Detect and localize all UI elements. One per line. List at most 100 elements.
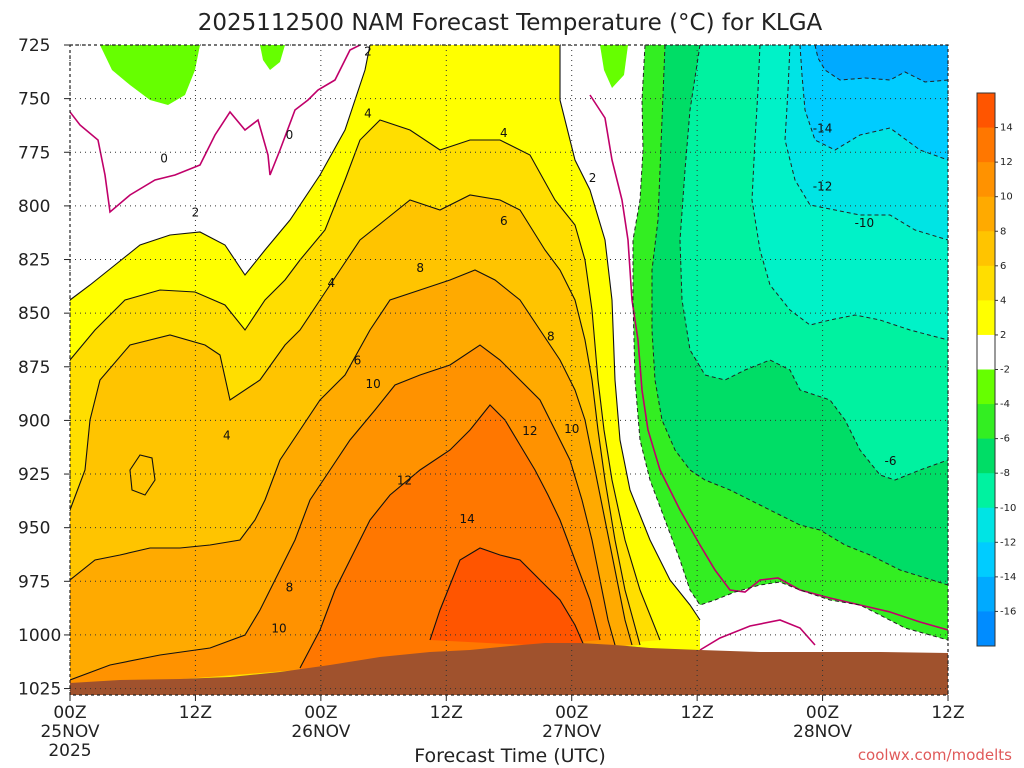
contour-label: -14: [813, 122, 833, 136]
contour-pos-10: [70, 344, 616, 681]
colorbar-label: 4: [1000, 295, 1006, 306]
contour-label: 4: [364, 107, 372, 121]
x-axis-label: Forecast Time (UTC): [414, 745, 605, 767]
y-tick-label: 1025: [18, 680, 61, 700]
colorbar-label: -6: [1000, 434, 1010, 445]
contour-zero-line-2: [589, 94, 948, 631]
colorbar: 14 12 10 8 6 4 2 -2 -4 -6 -8 -10 -12 -14 -16: [976, 92, 1016, 647]
colorbar-swatch: [977, 127, 995, 163]
terrain-below-ground: [70, 643, 948, 695]
contour-neg-14: [814, 45, 948, 83]
source-credit: coolwx.com/modelts: [858, 746, 1012, 764]
y-tick-label: 800: [18, 197, 50, 217]
colorbar-swatch: [977, 369, 995, 405]
contour-label: 6: [354, 353, 362, 367]
contour-neg-6: [679, 45, 948, 481]
contour-label: 2: [364, 44, 372, 58]
y-tick-label: 750: [18, 90, 50, 110]
x-tick-label: 12Z: [179, 703, 212, 723]
x-tick-label: 00Z: [555, 703, 588, 723]
contour-label: 8: [547, 330, 555, 344]
contour-label: 6: [500, 214, 508, 228]
x-tick-label: 12Z: [931, 703, 964, 723]
x-tick-date: 28NOV: [793, 722, 852, 742]
x-tick-label: 12Z: [430, 703, 463, 723]
x-tick-date: 25NOV: [40, 722, 99, 742]
colorbar-swatch: [977, 162, 995, 198]
contour-label: 2: [589, 171, 597, 185]
region-cold-pocket-2: [260, 45, 285, 70]
contour-pos-8: [70, 269, 633, 646]
y-tick-label: 775: [18, 143, 50, 163]
y-tick-label: 975: [18, 572, 50, 592]
contour-label: 12: [397, 473, 412, 487]
colorbar-swatch: [977, 576, 995, 612]
contour-zero-line: [70, 45, 361, 214]
positive-contours: [70, 45, 701, 681]
contour-zero-loop: [699, 619, 816, 651]
contour-label: 0: [160, 152, 168, 166]
x-tick-date: 27NOV: [542, 722, 601, 742]
contour-label: -10: [855, 216, 875, 230]
contour-label: 12: [522, 424, 537, 438]
region-warm-14: [430, 548, 585, 648]
contour-pos-4: [70, 119, 661, 641]
contour-pos-6: [70, 194, 641, 646]
chart-title: 2025112500 NAM Forecast Temperature (°C)…: [198, 10, 823, 36]
contour-labels: 0 0 2 2 2 4 4 4 4 6 6 8 8 8 10 10 10 12 12 14 -14 -12 -10 -6: [160, 44, 896, 635]
colorbar-label: 14: [1000, 123, 1013, 134]
contour-label: 8: [416, 261, 424, 275]
x-tick-label: 12Z: [681, 703, 714, 723]
colorbar-swatch: [977, 334, 995, 370]
colorbar-swatch: [977, 611, 995, 647]
colorbar-swatch: [977, 507, 995, 543]
contour-label: 10: [271, 621, 286, 635]
contour-pos-12: [299, 404, 601, 669]
plot-frame: [69, 44, 949, 696]
y-axis-ticks: 725 750 775 800 825 850 875 900 925 950 975 1000 102…: [18, 36, 70, 700]
y-tick-label: 725: [18, 36, 50, 56]
colorbar-label: -10: [1000, 503, 1016, 514]
colorbar-label: 8: [1000, 226, 1006, 237]
contour-label: 10: [564, 422, 579, 436]
x-tick-label: 00Z: [304, 703, 337, 723]
contour-label: 4: [327, 276, 335, 290]
temperature-field: [70, 45, 948, 695]
colorbar-label: -8: [1000, 468, 1010, 479]
colorbar-swatch: [977, 404, 995, 440]
contour-neg-8: [751, 45, 948, 341]
y-tick-label: 925: [18, 465, 50, 485]
y-tick-label: 825: [18, 251, 50, 271]
y-tick-label: 950: [18, 519, 50, 539]
contour-label: 0: [286, 128, 294, 142]
contour-label: -6: [885, 454, 897, 468]
region-cold-pocket-3: [600, 45, 628, 88]
x-tick-date: 26NOV: [291, 722, 350, 742]
region-cold-pocket: [100, 45, 200, 105]
colorbar-swatch: [977, 231, 995, 267]
contour-label: 8: [286, 581, 294, 595]
colorbar-label: -14: [1000, 572, 1016, 583]
colorbar-label: 2: [1000, 330, 1006, 341]
colorbar-swatch: [977, 542, 995, 578]
contour-neg-12: [799, 45, 948, 161]
colorbar-swatch: [977, 300, 995, 336]
colorbar-swatch: [977, 196, 995, 232]
contour-pos-4-loop: [129, 454, 156, 496]
contour-pos-14: [429, 547, 586, 649]
contour-label: 10: [365, 377, 380, 391]
colorbar-swatch: [977, 265, 995, 301]
y-tick-label: 850: [18, 304, 50, 324]
colorbar-swatch: [977, 93, 995, 129]
x-tick-label: 00Z: [53, 703, 86, 723]
colorbar-label: 12: [1000, 157, 1013, 168]
y-tick-label: 900: [18, 411, 50, 431]
region-cold-minus16: [815, 45, 948, 82]
contour-neg-10: [784, 45, 948, 241]
x-tick-label: 00Z: [806, 703, 839, 723]
contour-label: -12: [813, 180, 833, 194]
contour-neg-2: [632, 45, 948, 641]
y-tick-label: 1000: [18, 626, 61, 646]
